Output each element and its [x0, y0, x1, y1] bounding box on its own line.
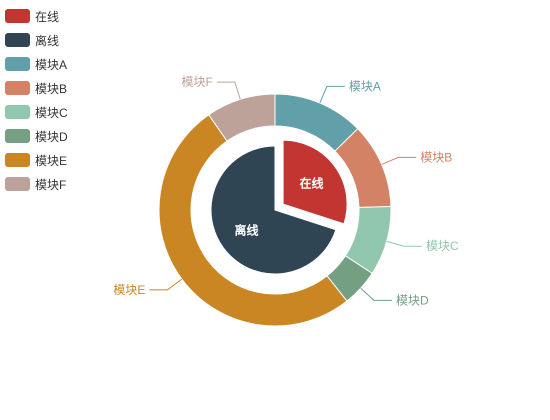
- legend-label: 离线: [35, 33, 60, 48]
- legend-label: 在线: [35, 9, 60, 24]
- outer-ring-label: 模块A: [349, 79, 381, 93]
- outer-ring-label: 模块D: [396, 293, 429, 307]
- outer-ring-label: 模块C: [426, 239, 459, 253]
- label-leader-line: [319, 85, 345, 104]
- legend-swatch: [5, 81, 30, 95]
- legend-swatch: [5, 105, 30, 119]
- label-leader-line: [216, 81, 241, 100]
- outer-ring-slice-4[interactable]: [158, 114, 348, 327]
- outer-ring-label: 模块E: [113, 283, 145, 297]
- legend-label: 模块D: [35, 129, 68, 144]
- legend-item-1[interactable]: 离线: [5, 28, 68, 52]
- legend-item-6[interactable]: 模块E: [5, 148, 68, 172]
- legend-label: 模块C: [35, 105, 68, 120]
- label-leader-line: [381, 156, 417, 165]
- legend-item-5[interactable]: 模块D: [5, 124, 68, 148]
- label-leader-line: [149, 278, 183, 291]
- inner-pie-slice-1[interactable]: [210, 145, 337, 275]
- legend-item-0[interactable]: 在线: [5, 4, 68, 28]
- inner-pie-label: 在线: [300, 175, 324, 190]
- legend-item-2[interactable]: 模块A: [5, 52, 68, 76]
- legend-label: 模块F: [35, 177, 67, 192]
- outer-ring-label: 模块B: [420, 150, 452, 164]
- legend-swatch: [5, 153, 30, 167]
- legend-swatch: [5, 33, 30, 47]
- legend-item-3[interactable]: 模块B: [5, 76, 68, 100]
- label-leader-line: [360, 287, 392, 301]
- legend-label: 模块A: [35, 57, 68, 72]
- legend-item-4[interactable]: 模块C: [5, 100, 68, 124]
- legend-swatch: [5, 9, 30, 23]
- outer-ring-label: 模块F: [182, 75, 213, 89]
- legend-label: 模块E: [35, 153, 68, 168]
- legend-swatch: [5, 57, 30, 71]
- legend-item-7[interactable]: 模块F: [5, 172, 68, 196]
- legend-swatch: [5, 177, 30, 191]
- inner-pie-slice-0[interactable]: [282, 139, 348, 225]
- outer-ring-slice-5[interactable]: [208, 93, 276, 142]
- chart-legend: 在线离线模块A 模块B 模块C 模块D 模块E 模块F: [5, 4, 68, 196]
- inner-pie-label: 离线: [235, 223, 259, 238]
- legend-swatch: [5, 129, 30, 143]
- label-leader-line: [386, 240, 423, 247]
- legend-label: 模块B: [35, 81, 68, 96]
